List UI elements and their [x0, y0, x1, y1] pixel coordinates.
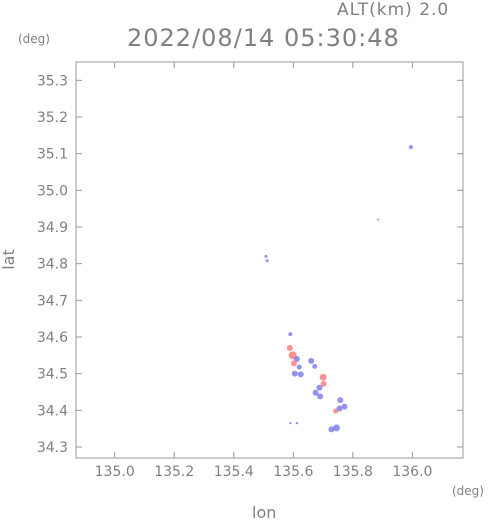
data-points — [264, 145, 413, 433]
data-point — [336, 405, 343, 412]
data-point — [296, 364, 302, 370]
data-point — [337, 397, 344, 404]
x-tick-label: 135.4 — [214, 464, 254, 480]
data-point — [317, 393, 324, 400]
y-tick-label: 34.7 — [37, 293, 68, 309]
x-tick-label: 135.6 — [273, 464, 313, 480]
data-point — [264, 254, 268, 258]
y-tick-label: 35.3 — [37, 73, 68, 89]
data-point — [291, 370, 298, 377]
data-point — [377, 218, 380, 221]
y-tick-label: 34.8 — [37, 257, 68, 273]
data-point — [297, 371, 304, 378]
axis-ticks: 135.0 135.2 135.4 135.6 135.8 136.0 34.3 34.4 34… — [37, 62, 463, 480]
data-point — [316, 384, 323, 391]
x-tick-label: 135.2 — [154, 464, 194, 480]
data-point — [289, 421, 292, 425]
data-point — [288, 332, 293, 337]
x-axis-label: lon — [252, 503, 277, 522]
y-tick-label: 34.3 — [37, 440, 68, 456]
y-tick-label: 35.2 — [37, 110, 68, 126]
data-point — [332, 424, 340, 432]
altitude-label: ALT(km) 2.0 — [337, 0, 450, 20]
x-tick-label: 135.8 — [333, 464, 373, 480]
data-point — [265, 259, 269, 263]
y-tick-label: 34.4 — [37, 403, 68, 419]
x-axis-unit: (deg) — [452, 484, 484, 498]
y-tick-label: 34.5 — [37, 367, 68, 383]
x-tick-label: 135.0 — [95, 464, 135, 480]
data-point — [320, 380, 327, 387]
data-point — [293, 356, 300, 362]
plot-frame — [75, 61, 464, 459]
data-point — [312, 389, 319, 396]
data-point — [319, 373, 327, 381]
x-tick-label: 136.0 — [392, 464, 432, 480]
data-point — [341, 403, 348, 410]
data-point — [290, 360, 297, 367]
timestamp-title: 2022/08/14 05:30:48 — [127, 24, 400, 52]
y-tick-label: 34.6 — [37, 330, 68, 346]
y-tick-label: 35.0 — [37, 183, 68, 199]
data-point — [328, 426, 335, 433]
y-tick-label: 34.9 — [37, 220, 68, 236]
data-point — [312, 363, 318, 369]
y-axis-unit: (deg) — [18, 32, 50, 46]
data-point — [408, 145, 413, 150]
data-point — [286, 345, 293, 351]
data-point — [295, 421, 299, 425]
data-point — [308, 357, 315, 364]
y-tick-label: 35.1 — [37, 147, 68, 163]
